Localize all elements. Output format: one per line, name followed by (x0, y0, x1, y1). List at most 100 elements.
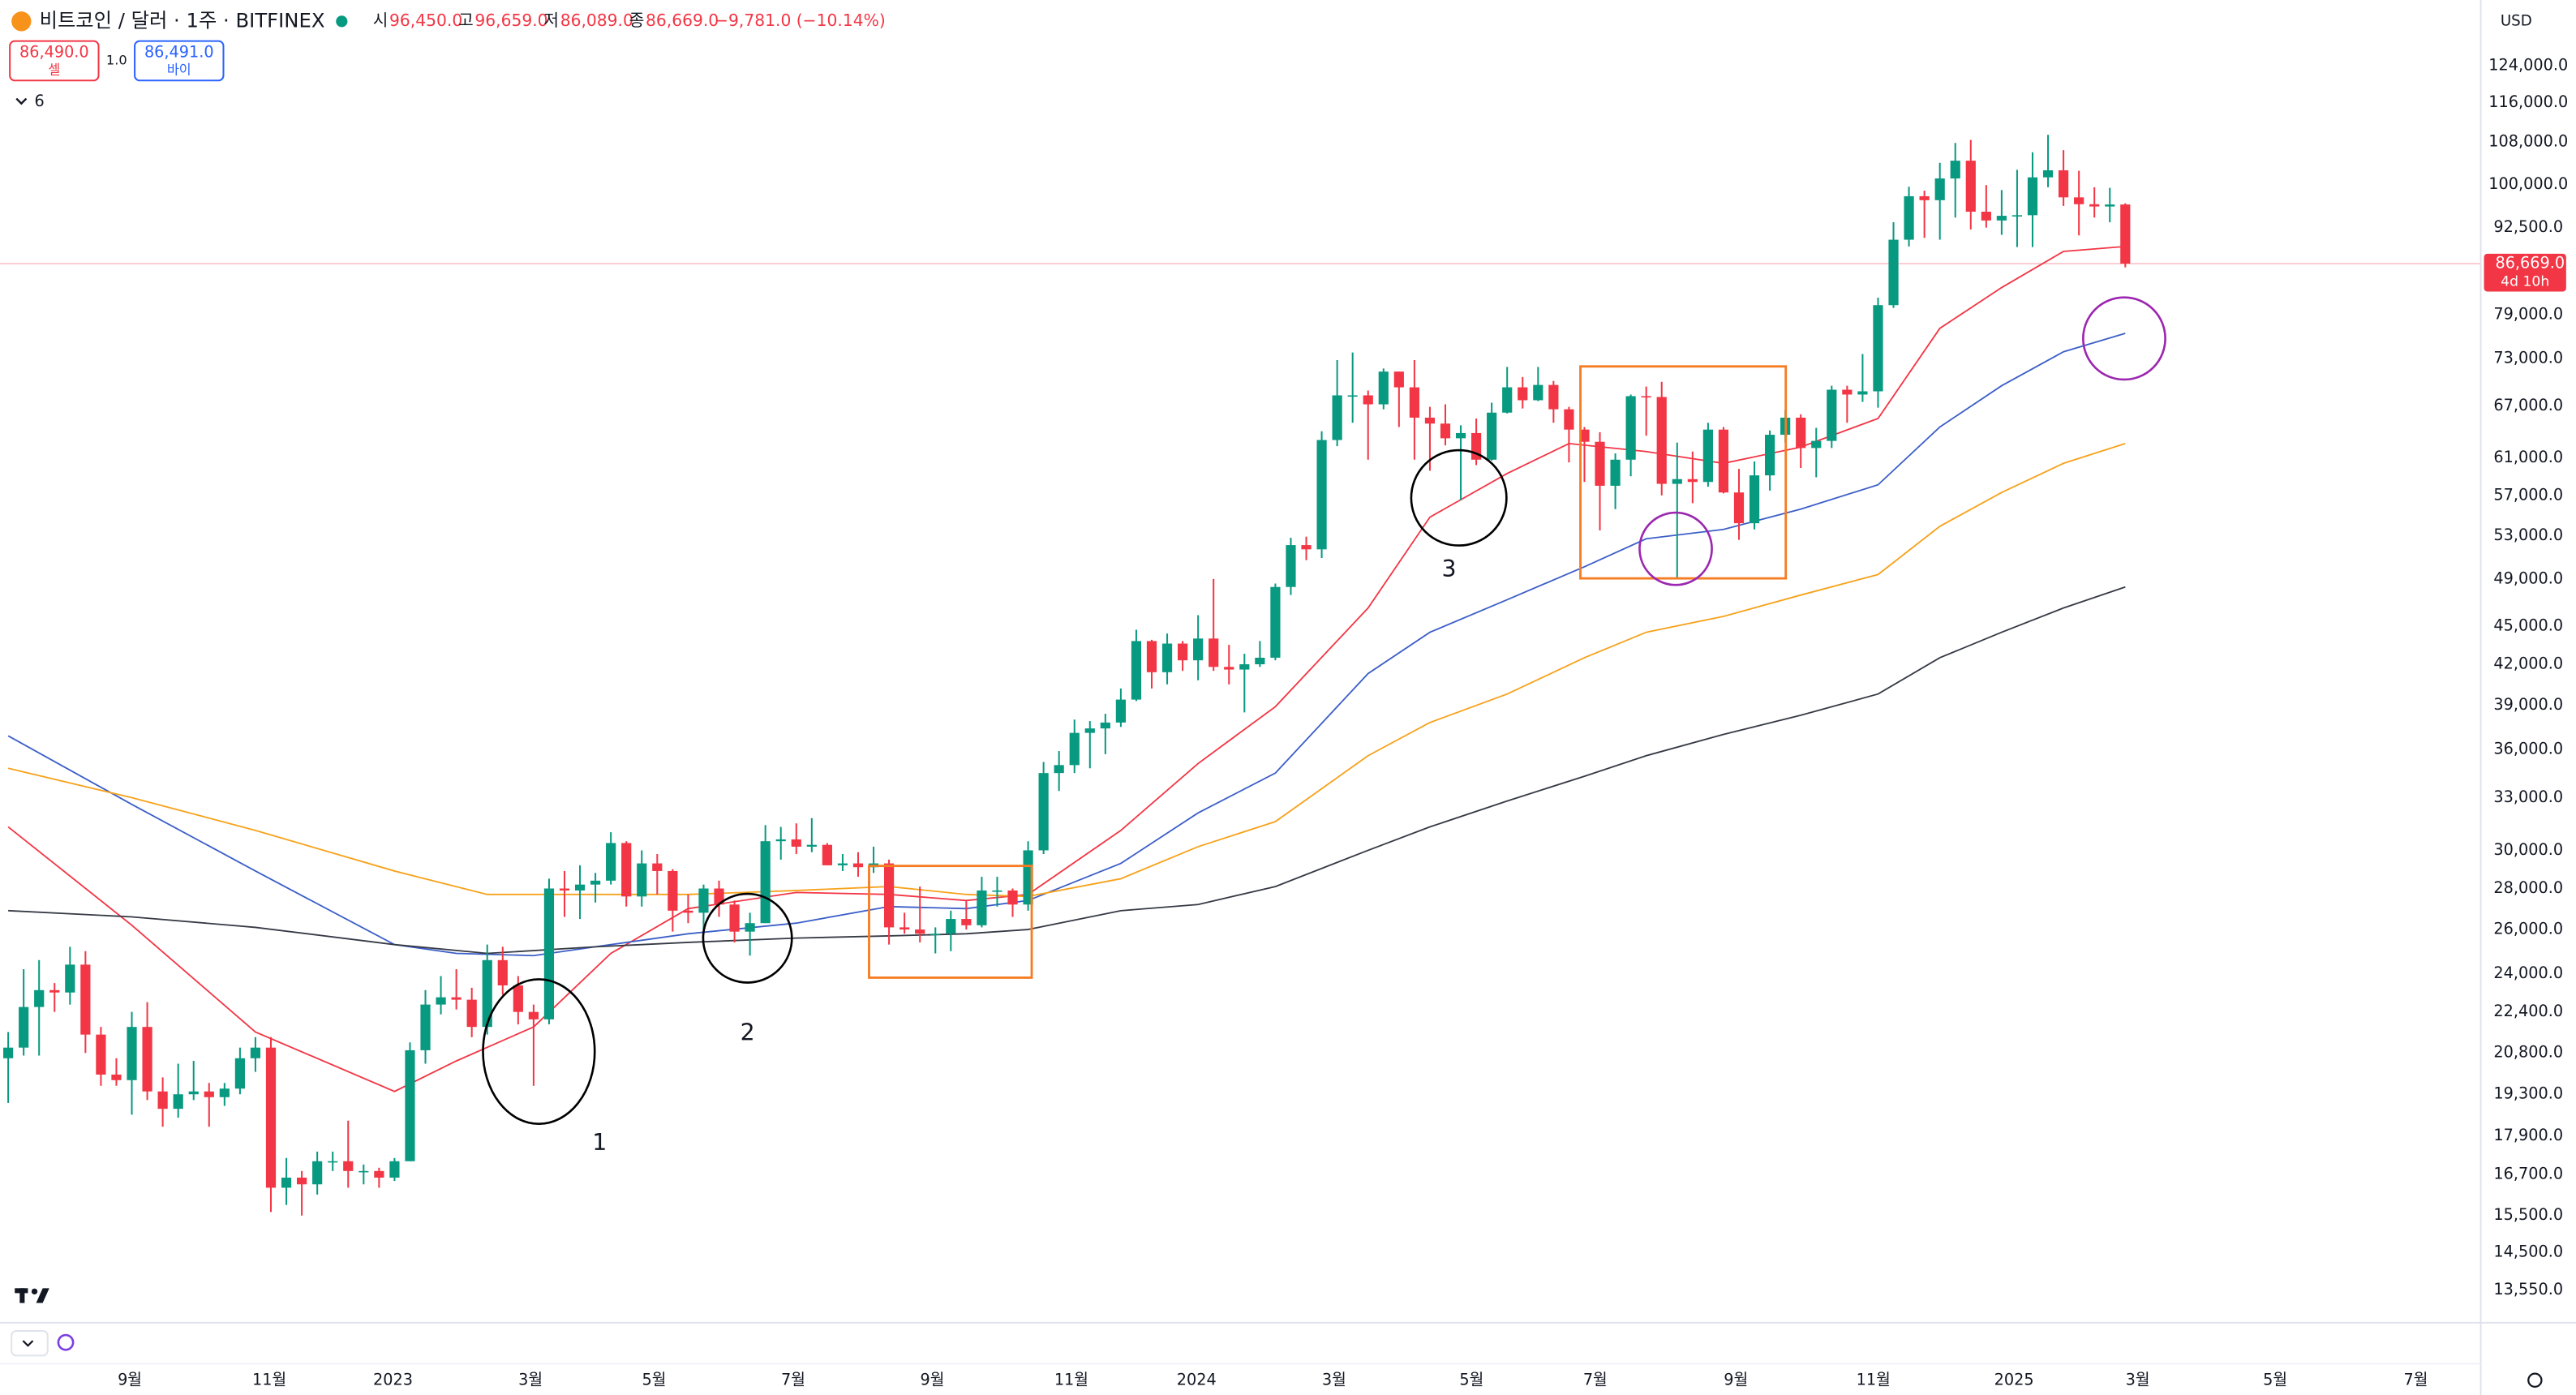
x-tick-label: 9월 (1724, 1370, 1748, 1389)
candle-body (142, 1027, 152, 1092)
high-value: 96,659.0 (474, 11, 547, 30)
moving-average-line (7, 245, 2126, 1092)
y-tick-label: 28,000.0 (2493, 878, 2563, 897)
candle-body (1950, 161, 1960, 179)
y-tick-label: 61,000.0 (2493, 448, 2563, 466)
candle-body (1827, 389, 1837, 441)
candle-body (204, 1091, 214, 1097)
candle-body (466, 999, 477, 1028)
candle-body (1455, 432, 1466, 439)
candle-body (1502, 387, 1513, 413)
y-tick-label: 53,000.0 (2493, 526, 2563, 544)
buy-price[interactable]: 86,491.0 (144, 42, 214, 61)
candle-body (1069, 732, 1080, 766)
candle-body (1286, 545, 1296, 587)
candle-body (49, 989, 60, 993)
buy-button[interactable] (134, 40, 225, 82)
candle-body (80, 964, 91, 1035)
candle-body (420, 1004, 431, 1050)
currency[interactable]: USD (2501, 12, 2532, 29)
candle-body (1687, 479, 1698, 483)
candle-body (1440, 423, 1451, 439)
candle-body (946, 919, 956, 934)
x-tick-label: 7월 (1583, 1370, 1608, 1389)
candle-body (2120, 204, 2131, 264)
candle-body (1981, 212, 1991, 221)
candle-body (3, 1047, 14, 1058)
candle-body (1796, 417, 1806, 449)
candle-body (1347, 395, 1358, 397)
annotation-label: 3 (1441, 556, 1456, 582)
y-tick-label: 124,000.0 (2488, 55, 2568, 74)
low-label: 저 (543, 11, 559, 30)
candle-body (1332, 395, 1342, 440)
y-tick-label: 42,000.0 (2493, 655, 2563, 673)
sell-price[interactable]: 86,490.0 (19, 42, 89, 61)
candle-body (1255, 657, 1265, 665)
candle-body (1811, 440, 1822, 449)
x-tick-label: 2024 (1177, 1370, 1217, 1389)
candle-body (822, 844, 832, 865)
candle-body (1702, 429, 1713, 483)
candle-body (1965, 161, 1976, 212)
candle-body (1857, 391, 1868, 395)
x-tick-label: 9월 (920, 1370, 944, 1389)
candle-body (1518, 387, 1528, 401)
x-tick-label: 9월 (118, 1370, 142, 1389)
y-tick-label: 108,000.0 (2488, 132, 2568, 151)
y-tick-label: 17,900.0 (2493, 1126, 2563, 1144)
x-tick-label: 3월 (2126, 1370, 2150, 1389)
symbol-title[interactable]: 비트코인 / 달러 · 1주 · BITFINEX (40, 8, 325, 32)
candle-body (1193, 638, 1204, 661)
candle-body (173, 1094, 183, 1110)
candle-body (683, 910, 693, 913)
candle-body (250, 1047, 261, 1058)
candle-body (1656, 397, 1667, 484)
candle-body (1919, 195, 1930, 200)
candle-body (1007, 890, 1018, 905)
y-tick-label: 73,000.0 (2493, 349, 2563, 367)
y-tick-label: 24,000.0 (2493, 964, 2563, 982)
collapse-icon[interactable] (15, 97, 28, 105)
candle-body (1054, 765, 1064, 774)
candle-body (2074, 197, 2084, 204)
candle-body (1378, 371, 1389, 405)
y-tick-label: 30,000.0 (2493, 840, 2563, 859)
candle-body (2089, 204, 2100, 207)
candle-body (1301, 545, 1312, 550)
low-value: 86,089.0 (560, 11, 633, 30)
candle-body (1733, 492, 1745, 524)
candle-body (915, 929, 925, 934)
x-tick-label: 11월 (1054, 1370, 1088, 1389)
candle-body (188, 1091, 199, 1095)
y-tick-label: 100,000.0 (2488, 174, 2568, 193)
chevron-icon (22, 1340, 34, 1347)
sell-label[interactable]: 셀 (48, 62, 60, 78)
candle-body (668, 870, 678, 911)
candle-body (1084, 728, 1095, 733)
y-tick-label: 19,300.0 (2493, 1084, 2563, 1103)
y-tick-label: 22,400.0 (2493, 1002, 2563, 1020)
buy-label[interactable]: 바이 (167, 62, 191, 78)
y-tick-label: 13,550.0 (2493, 1280, 2563, 1298)
candle-body (992, 890, 1002, 892)
candle-body (1579, 429, 1590, 442)
y-tick-label: 92,500.0 (2493, 217, 2563, 236)
x-tick-label: 2025 (1994, 1370, 2034, 1389)
candle-body (543, 888, 555, 1019)
sell-button[interactable] (9, 40, 100, 82)
candle-body (65, 964, 75, 993)
indicator-count[interactable]: 6 (35, 92, 45, 110)
countdown-label: 4d 10h (2501, 273, 2549, 290)
annotation-label: 2 (741, 1019, 755, 1045)
refresh-icon[interactable] (57, 1333, 75, 1351)
settings-icon[interactable] (2527, 1372, 2543, 1388)
y-tick-label: 49,000.0 (2493, 569, 2563, 587)
candle-body (1224, 667, 1234, 670)
circle-annotation (482, 978, 596, 1126)
x-tick-label: 5월 (642, 1370, 667, 1389)
circle-annotation (1638, 511, 1713, 586)
last-price-label: 86,669.0 (2495, 254, 2565, 273)
candle-body (1363, 395, 1373, 405)
